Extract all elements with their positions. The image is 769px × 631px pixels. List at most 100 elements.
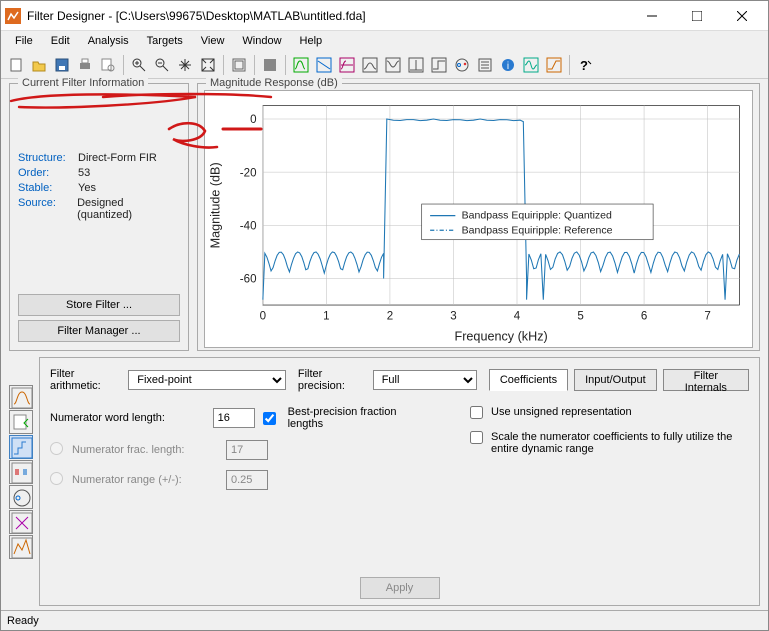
new-icon[interactable]	[5, 54, 27, 76]
phase-delay-icon[interactable]	[382, 54, 404, 76]
zoom-full-icon[interactable]	[197, 54, 219, 76]
info-value: Yes	[78, 182, 96, 194]
numerator-frac-length-label: Numerator frac. length:	[72, 444, 218, 456]
close-button[interactable]	[719, 2, 764, 30]
svg-text:Frequency (kHz): Frequency (kHz)	[455, 330, 548, 344]
input-output-tab[interactable]: Input/Output	[574, 369, 657, 391]
transform-icon[interactable]	[9, 510, 33, 534]
import-filter-icon[interactable]	[9, 410, 33, 434]
quantize-icon[interactable]	[9, 435, 33, 459]
magnitude-spec-icon[interactable]	[520, 54, 542, 76]
step-icon[interactable]	[428, 54, 450, 76]
numerator-word-length-input[interactable]	[213, 408, 255, 428]
menu-targets[interactable]: Targets	[139, 33, 191, 49]
filter-internals-tab[interactable]: Filter Internals	[663, 369, 749, 391]
toolbar: i?	[1, 51, 768, 79]
filter-manager-button[interactable]: Filter Manager ...	[18, 320, 180, 342]
scale-coef-checkbox[interactable]	[470, 431, 483, 444]
unsigned-repr-label: Use unsigned representation	[491, 406, 632, 418]
svg-text:6: 6	[641, 311, 647, 323]
info-label: Order:	[18, 167, 78, 179]
svg-text:Magnitude (dB): Magnitude (dB)	[209, 162, 223, 248]
save-icon[interactable]	[51, 54, 73, 76]
pan-icon[interactable]	[174, 54, 196, 76]
menu-help[interactable]: Help	[292, 33, 331, 49]
open-icon[interactable]	[28, 54, 50, 76]
info-label: Stable:	[18, 182, 78, 194]
magnitude-plot: 012345670-20-40-60Frequency (kHz)Magnitu…	[204, 90, 753, 348]
svg-text:5: 5	[577, 311, 583, 323]
info-label: Structure:	[18, 152, 78, 164]
magnitude-response-panel: Magnitude Response (dB) 012345670-20-40-…	[197, 83, 760, 351]
svg-text:3: 3	[450, 311, 456, 323]
numerator-range-input	[226, 470, 268, 490]
filter-arithmetic-select[interactable]: Fixed-point	[128, 370, 286, 390]
phase-response-icon[interactable]	[313, 54, 335, 76]
minimize-button[interactable]	[629, 2, 674, 30]
svg-text:0: 0	[260, 311, 266, 323]
print-preview-icon[interactable]	[97, 54, 119, 76]
numerator-range-label: Numerator range (+/-):	[72, 474, 218, 486]
filter-info-row: Stable:Yes	[18, 182, 180, 194]
zoom-in-icon[interactable]	[128, 54, 150, 76]
svg-text:4: 4	[514, 311, 521, 323]
undo-icon[interactable]	[228, 54, 250, 76]
mag-response-icon[interactable]	[290, 54, 312, 76]
print-icon[interactable]	[74, 54, 96, 76]
numerator-frac-length-input	[226, 440, 268, 460]
coefficients-tab[interactable]: Coefficients	[489, 369, 568, 391]
coef-icon[interactable]	[474, 54, 496, 76]
filter-info-title: Current Filter Information	[18, 77, 148, 89]
filter-info-row: Structure:Direct-Form FIR	[18, 152, 180, 164]
maximize-button[interactable]	[674, 2, 719, 30]
pole-zero-edit-icon[interactable]	[9, 485, 33, 509]
best-precision-label: Best-precision fraction lengths	[288, 406, 430, 430]
svg-text:-60: -60	[240, 274, 257, 286]
filter-design-icon[interactable]	[9, 385, 33, 409]
menu-edit[interactable]: Edit	[43, 33, 78, 49]
apply-button[interactable]: Apply	[360, 577, 440, 599]
group-delay-icon[interactable]	[359, 54, 381, 76]
filter-precision-select[interactable]: Full	[373, 370, 477, 390]
menu-view[interactable]: View	[193, 33, 233, 49]
help-icon[interactable]: ?	[574, 54, 596, 76]
titlebar: Filter Designer - [C:\Users\99675\Deskto…	[1, 1, 768, 31]
svg-text:-20: -20	[240, 167, 257, 179]
info-label: Source:	[18, 197, 77, 221]
filter-info-panel: Current Filter Information Structure:Dir…	[9, 83, 189, 351]
info-value: 53	[78, 167, 90, 179]
svg-text:0: 0	[250, 114, 256, 126]
numerator-word-length-label: Numerator word length:	[50, 412, 205, 424]
menu-window[interactable]: Window	[234, 33, 289, 49]
spec-icon[interactable]	[259, 54, 281, 76]
statusbar: Ready	[1, 610, 768, 630]
svg-text:7: 7	[704, 311, 710, 323]
magnitude-response-title: Magnitude Response (dB)	[206, 77, 342, 89]
unsigned-repr-checkbox[interactable]	[470, 406, 483, 419]
zoom-out-icon[interactable]	[151, 54, 173, 76]
info-value: Designed (quantized)	[77, 197, 180, 221]
realize-icon[interactable]	[9, 460, 33, 484]
impulse-icon[interactable]	[405, 54, 427, 76]
svg-text:Bandpass Equiripple: Reference: Bandpass Equiripple: Reference	[462, 224, 613, 236]
filter-precision-label: Filter precision:	[298, 368, 367, 392]
menu-analysis[interactable]: Analysis	[80, 33, 137, 49]
filter-info-row: Order:53	[18, 167, 180, 179]
menu-file[interactable]: File	[7, 33, 41, 49]
svg-text:i: i	[507, 61, 509, 72]
multirate-icon[interactable]	[9, 535, 33, 559]
round-icon[interactable]	[543, 54, 565, 76]
store-filter-button[interactable]: Store Filter ...	[18, 294, 180, 316]
filter-info-row: Source:Designed (quantized)	[18, 197, 180, 221]
app-icon	[5, 8, 21, 24]
mag-phase-icon[interactable]	[336, 54, 358, 76]
pole-zero-icon[interactable]	[451, 54, 473, 76]
svg-text:?: ?	[580, 58, 588, 73]
window-title: Filter Designer - [C:\Users\99675\Deskto…	[27, 9, 629, 23]
best-precision-checkbox[interactable]	[263, 412, 276, 425]
numerator-range-radio	[50, 472, 63, 485]
svg-text:-40: -40	[240, 221, 257, 233]
info-icon[interactable]: i	[497, 54, 519, 76]
svg-text:2: 2	[387, 311, 393, 323]
scale-coef-label: Scale the numerator coefficients to full…	[491, 431, 749, 455]
